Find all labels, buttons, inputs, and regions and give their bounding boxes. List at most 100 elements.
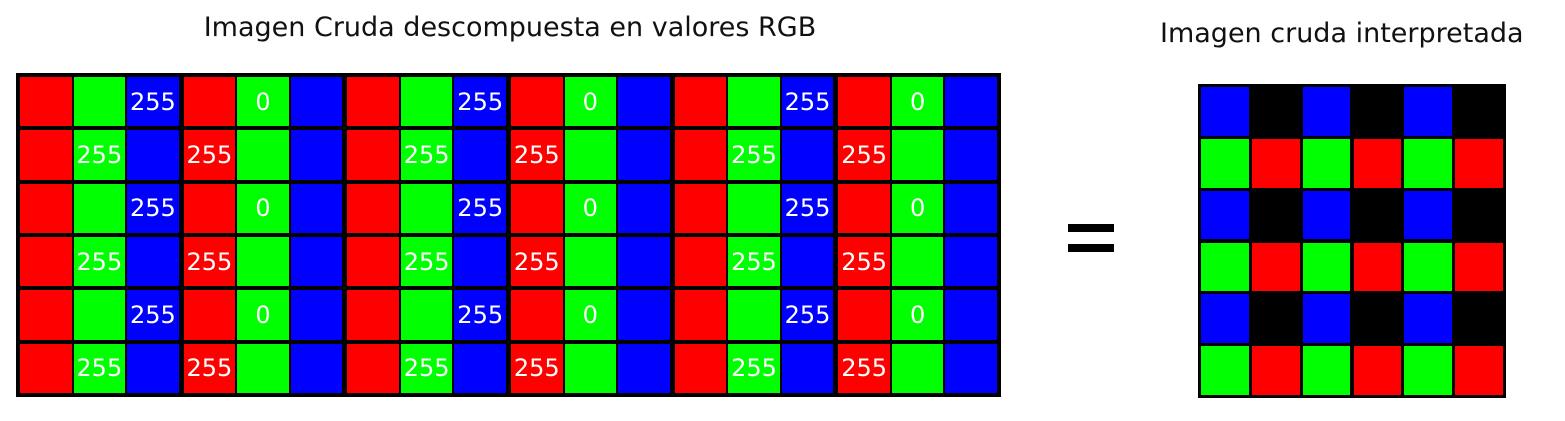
interpreted-cell-black (1353, 87, 1402, 136)
raw-cell-red (347, 183, 399, 233)
raw-cell-red (347, 343, 399, 393)
interpreted-cell-green (1201, 242, 1249, 292)
interpreted-cell-red (1455, 346, 1503, 395)
raw-cell-red: 255 (511, 130, 563, 180)
raw-cell-blue: 255 (781, 183, 834, 233)
raw-cell-green: 255 (73, 130, 126, 180)
raw-cell-green (564, 237, 617, 287)
raw-cell-blue (290, 183, 343, 233)
raw-cell-blue: 255 (781, 77, 834, 127)
interpreted-cell-green (1201, 138, 1249, 188)
raw-cell-blue (127, 237, 179, 287)
interpreted-cell-green (1302, 346, 1351, 395)
interpreted-cell-green (1404, 242, 1453, 292)
raw-cell-green (728, 183, 780, 233)
raw-cell-blue: 255 (781, 290, 834, 340)
raw-cell-blue (618, 130, 670, 180)
raw-cell-green: 0 (237, 77, 289, 127)
raw-cell-red (183, 77, 236, 127)
raw-cell-blue (454, 130, 506, 180)
interpreted-cell-black (1455, 294, 1503, 344)
raw-cell-blue: 255 (454, 77, 506, 127)
interpreted-cell-red (1353, 138, 1402, 188)
interpreted-cell-blue (1201, 294, 1249, 344)
raw-cell-red (347, 77, 399, 127)
interpreted-cell-red (1251, 138, 1300, 188)
raw-cell-green (73, 77, 126, 127)
interpreted-cell-black (1455, 190, 1503, 240)
interpreted-cell-green (1201, 346, 1249, 395)
raw-cell-red (838, 77, 890, 127)
raw-cell-blue (618, 290, 670, 340)
raw-cell-blue (781, 343, 834, 393)
raw-cell-red (183, 183, 236, 233)
raw-cell-green (237, 130, 289, 180)
equals-sign (1068, 218, 1116, 258)
raw-cell-green: 0 (891, 183, 944, 233)
raw-cell-green (728, 290, 780, 340)
raw-cell-green (73, 290, 126, 340)
raw-cell-red: 255 (838, 343, 890, 393)
raw-cell-red (20, 130, 72, 180)
raw-cell-blue: 255 (127, 77, 179, 127)
interpreted-cell-red (1353, 242, 1402, 292)
interpreted-cell-black (1251, 294, 1300, 344)
raw-cell-blue (945, 130, 997, 180)
raw-cell-green: 0 (891, 290, 944, 340)
raw-cell-red: 255 (183, 237, 236, 287)
raw-cell-red (838, 290, 890, 340)
raw-cell-blue: 255 (454, 183, 506, 233)
interpreted-cell-blue (1302, 190, 1351, 240)
raw-cell-blue (945, 237, 997, 287)
raw-cell-red: 255 (183, 130, 236, 180)
raw-cell-green: 255 (400, 237, 453, 287)
raw-cell-red (511, 290, 563, 340)
raw-cell-green: 0 (237, 290, 289, 340)
raw-cell-blue (781, 237, 834, 287)
raw-cell-blue (781, 130, 834, 180)
raw-cell-blue (290, 343, 343, 393)
raw-cell-red (674, 343, 727, 393)
raw-cell-red: 255 (183, 343, 236, 393)
interpreted-cell-black (1353, 294, 1402, 344)
raw-cell-blue: 255 (454, 290, 506, 340)
raw-cell-green: 0 (891, 77, 944, 127)
interpreted-cell-red (1251, 242, 1300, 292)
raw-cell-green (237, 237, 289, 287)
raw-cell-blue (454, 343, 506, 393)
raw-cell-red (183, 290, 236, 340)
raw-cell-green (400, 77, 453, 127)
raw-cell-red (20, 290, 72, 340)
interpreted-cell-black (1251, 190, 1300, 240)
interpreted-cell-black (1455, 87, 1503, 136)
raw-cell-red: 255 (511, 237, 563, 287)
raw-cell-green: 255 (73, 237, 126, 287)
raw-cell-green (400, 290, 453, 340)
interpreted-cell-black (1353, 190, 1402, 240)
raw-cell-green (237, 343, 289, 393)
raw-cell-green: 255 (728, 343, 780, 393)
raw-image-title: Imagen Cruda descompuesta en valores RGB (203, 12, 817, 43)
raw-cell-blue: 255 (127, 290, 179, 340)
interpreted-cell-green (1404, 346, 1453, 395)
raw-cell-blue (290, 130, 343, 180)
raw-cell-green (891, 130, 944, 180)
raw-cell-blue (945, 343, 997, 393)
interpreted-cell-red (1455, 138, 1503, 188)
raw-cell-green: 255 (400, 130, 453, 180)
raw-cell-green: 255 (73, 343, 126, 393)
raw-cell-blue (618, 183, 670, 233)
raw-cell-red (20, 237, 72, 287)
raw-cell-red (838, 183, 890, 233)
raw-cell-blue: 255 (127, 183, 179, 233)
raw-cell-red (347, 237, 399, 287)
raw-cell-green (728, 77, 780, 127)
raw-cell-green: 0 (564, 183, 617, 233)
raw-cell-green (891, 343, 944, 393)
raw-cell-blue (618, 343, 670, 393)
raw-cell-red (511, 183, 563, 233)
interpreted-cell-red (1353, 346, 1402, 395)
raw-cell-blue (290, 237, 343, 287)
interpreted-cell-green (1302, 242, 1351, 292)
interpreted-image-grid (1198, 84, 1506, 398)
